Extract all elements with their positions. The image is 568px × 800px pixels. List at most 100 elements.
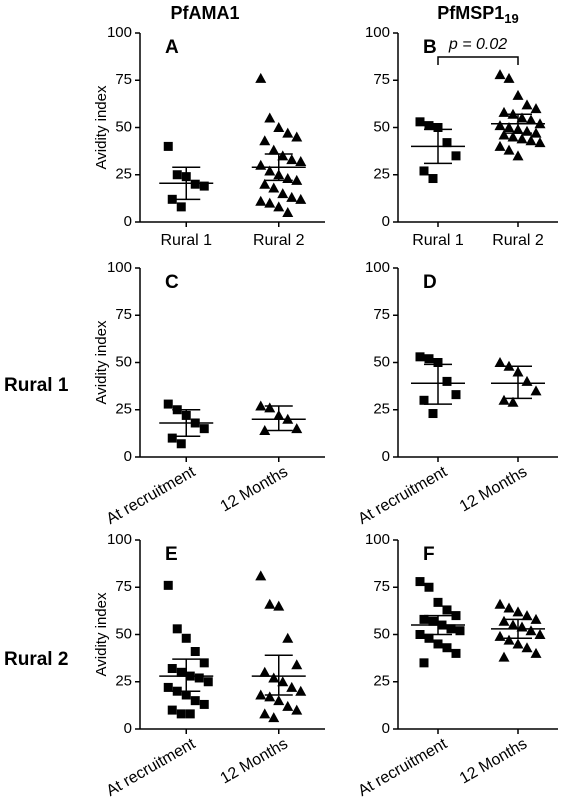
data-point xyxy=(521,99,533,110)
data-point xyxy=(176,709,186,719)
data-point xyxy=(203,677,213,687)
data-point xyxy=(498,106,510,117)
data-point xyxy=(268,672,280,683)
data-point xyxy=(530,103,542,114)
y-tick-label: 100 xyxy=(365,24,390,41)
y-tick-label: 50 xyxy=(115,353,132,370)
data-point xyxy=(291,704,303,715)
data-point xyxy=(291,174,303,185)
data-point xyxy=(172,624,182,634)
y-tick-label: 100 xyxy=(365,259,390,276)
data-point xyxy=(163,580,173,590)
x-tick-label: At recruitment xyxy=(104,463,199,528)
data-point xyxy=(433,639,443,649)
data-point xyxy=(525,114,537,125)
data-point xyxy=(167,664,177,674)
data-point xyxy=(273,122,285,132)
x-tick-label: At recruitment xyxy=(355,463,450,528)
data-point xyxy=(419,614,429,624)
data-point xyxy=(446,624,456,634)
y-axis-label: Avidity index xyxy=(93,592,110,676)
data-point xyxy=(494,140,506,151)
data-point xyxy=(424,354,434,364)
data-point xyxy=(282,632,294,643)
data-point xyxy=(264,165,276,176)
data-point xyxy=(163,141,173,151)
x-tick-label: 12 Months xyxy=(218,735,291,787)
data-point xyxy=(282,700,294,711)
data-point xyxy=(512,606,524,617)
data-point xyxy=(282,173,294,184)
data-point xyxy=(167,433,177,443)
data-point xyxy=(494,120,506,131)
data-point xyxy=(264,598,276,609)
y-tick-label: 75 xyxy=(373,578,390,595)
data-point xyxy=(415,352,425,362)
data-point xyxy=(282,207,294,218)
data-point xyxy=(176,439,186,449)
x-tick-label: Rural 2 xyxy=(253,232,305,249)
y-tick-label: 25 xyxy=(373,401,390,418)
data-point xyxy=(525,135,537,146)
panel-label: E xyxy=(165,544,178,565)
row-label: Rural 1 xyxy=(4,375,69,396)
data-point xyxy=(255,400,267,411)
data-point xyxy=(428,409,438,419)
data-point xyxy=(424,121,434,131)
data-point xyxy=(176,202,186,212)
row-label: Rural 2 xyxy=(4,649,68,670)
data-point xyxy=(268,144,280,155)
data-point xyxy=(277,150,289,161)
data-point xyxy=(190,696,200,706)
annotation: p = 0.02 xyxy=(448,36,507,53)
y-tick-label: 100 xyxy=(107,531,132,548)
column-title: PfAMA1 xyxy=(170,3,239,23)
data-point xyxy=(286,191,298,202)
data-point xyxy=(442,376,452,386)
data-point xyxy=(199,181,209,191)
data-point xyxy=(424,633,434,643)
x-tick-label: Rural 1 xyxy=(412,232,464,249)
y-tick-label: 50 xyxy=(373,353,390,370)
data-point xyxy=(503,144,515,155)
data-point xyxy=(530,127,542,138)
data-point xyxy=(503,122,515,132)
data-point xyxy=(516,112,528,123)
data-point xyxy=(264,691,276,702)
data-point xyxy=(521,375,533,386)
data-point xyxy=(273,695,285,706)
data-point xyxy=(295,156,307,167)
y-tick-label: 50 xyxy=(115,118,132,135)
y-tick-label: 25 xyxy=(115,673,132,690)
data-point xyxy=(190,647,200,657)
data-point xyxy=(163,682,173,692)
data-point xyxy=(255,195,267,206)
y-tick-label: 75 xyxy=(373,71,390,88)
x-tick-label: At recruitment xyxy=(355,735,450,800)
data-point xyxy=(259,708,271,719)
data-point xyxy=(264,112,276,123)
data-point xyxy=(442,605,452,615)
data-point xyxy=(534,629,546,639)
data-point xyxy=(282,127,294,138)
data-point xyxy=(255,159,267,170)
y-tick-label: 100 xyxy=(107,259,132,276)
data-point xyxy=(277,676,289,687)
y-tick-label: 0 xyxy=(124,720,132,737)
data-point xyxy=(273,600,285,611)
y-tick-label: 75 xyxy=(373,306,390,323)
data-point xyxy=(530,647,542,658)
data-point xyxy=(199,699,209,709)
y-tick-label: 75 xyxy=(115,306,132,323)
data-point xyxy=(277,188,289,199)
x-tick-label: 12 Months xyxy=(457,463,530,515)
y-tick-label: 25 xyxy=(115,166,132,183)
data-point xyxy=(451,648,461,658)
y-tick-label: 0 xyxy=(382,448,390,465)
data-point xyxy=(442,643,452,653)
data-point xyxy=(415,117,425,127)
data-point xyxy=(295,193,307,204)
data-point xyxy=(494,598,506,609)
y-tick-label: 25 xyxy=(115,401,132,418)
